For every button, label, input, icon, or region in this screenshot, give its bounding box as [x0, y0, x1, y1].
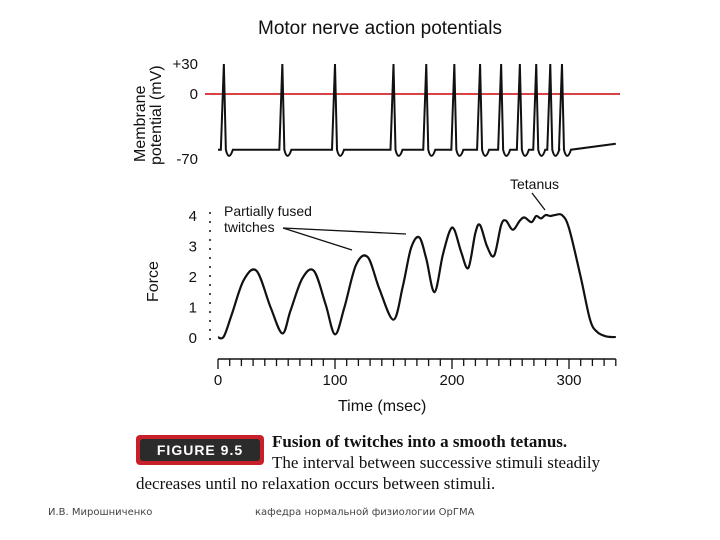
- ap-chart-title: Motor nerve action potentials: [258, 18, 502, 39]
- caption-title: Fusion of twitches into a smooth tetanus…: [272, 432, 568, 451]
- ap-ylabel-line1: Membrane: [132, 85, 149, 162]
- force-y-tick-label: 0: [189, 330, 197, 347]
- force-y-tick-label: 1: [189, 300, 197, 317]
- figure-badge-label: FIGURE 9.5: [140, 439, 260, 461]
- force-x-tick-label: 100: [322, 372, 347, 389]
- force-y-ticks: 4 3 2 1 0: [189, 208, 197, 347]
- force-y-tick-label: 4: [189, 208, 197, 225]
- force-y-tick-label: 2: [189, 269, 197, 286]
- caption-text-line2: decreases until no relaxation occurs bet…: [136, 474, 496, 493]
- partial-fused-pointer-b: [282, 227, 407, 235]
- partial-fused-pointer-a: [282, 227, 353, 251]
- footer-department: кафедра нормальной физиологии ОрГМА: [255, 507, 475, 518]
- figure-badge: FIGURE 9.5: [136, 435, 264, 465]
- figure-caption: FIGURE 9.5 Fusion of twitches into a smo…: [136, 432, 636, 494]
- caption-text-line1: The interval between successive stimuli …: [272, 453, 601, 472]
- force-x-tick-label: 200: [439, 372, 464, 389]
- force-x-tick-label: 300: [556, 372, 581, 389]
- ap-y-tick-label: 0: [190, 86, 198, 103]
- partial-fused-label-line1: Partially fused: [224, 203, 312, 219]
- force-y-tick-label: 3: [189, 239, 197, 256]
- force-x-axis: 0 100 200 300: [214, 358, 617, 389]
- ap-ylabel-line2: potential (mV): [148, 65, 165, 165]
- force-trace-line: [217, 212, 616, 340]
- ap-y-tick-label: +30: [173, 56, 198, 73]
- figure-graphic: Motor nerve action potentials Membrane p…: [132, 18, 620, 415]
- ap-trace-line: [218, 63, 616, 157]
- tetanus-pointer: [531, 192, 546, 211]
- partial-fused-label-line2: twitches: [224, 219, 275, 235]
- footer-author: И.В. Мирошниченко: [48, 507, 153, 518]
- force-ylabel: Force: [145, 261, 162, 302]
- ap-y-ticks: +30 0 -70: [173, 56, 198, 168]
- force-x-tick-label: 0: [214, 372, 222, 389]
- ap-y-tick-label: -70: [176, 151, 198, 168]
- force-xlabel: Time (msec): [338, 398, 426, 415]
- tetanus-annotation: Tetanus: [510, 176, 559, 192]
